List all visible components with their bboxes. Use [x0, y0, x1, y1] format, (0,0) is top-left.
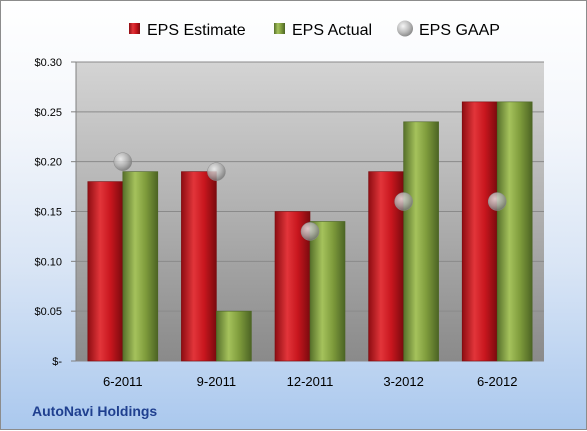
x-tick-label: 3-2012: [383, 374, 423, 389]
marker-eps-gaap: [487, 192, 507, 211]
company-name: AutoNavi Holdings: [32, 403, 158, 419]
x-tick-label: 6-2011: [103, 374, 143, 389]
bar-eps-estimate: [87, 181, 124, 362]
x-tick-label: 6-2012: [477, 374, 517, 389]
legend-eps-estimate-label: EPS Estimate: [147, 22, 246, 39]
legend-eps-estimate-swatch: [129, 23, 140, 34]
y-tick-label: $0.10: [34, 256, 62, 268]
y-tick-label: $0.20: [34, 157, 62, 169]
marker-eps-gaap: [207, 162, 226, 181]
bar-eps-actual: [122, 171, 159, 362]
bar-eps-actual: [496, 101, 533, 362]
y-tick-label: $0.05: [34, 306, 62, 318]
legend-eps-actual-label: EPS Actual: [292, 22, 372, 39]
y-tick-label: $0.15: [34, 207, 62, 219]
legend-eps-gaap-label: EPS GAAP: [419, 22, 500, 39]
marker-eps-gaap: [113, 152, 133, 171]
bar-eps-actual: [309, 221, 346, 362]
bar-eps-actual: [216, 310, 252, 362]
legend-eps-gaap-swatch: [397, 20, 413, 37]
y-tick-label: $0.30: [34, 57, 62, 69]
y-tick-label: $0.25: [34, 107, 62, 119]
marker-eps-gaap: [394, 192, 413, 211]
x-tick-label: 12-2011: [287, 374, 334, 389]
marker-eps-gaap: [300, 222, 320, 241]
bar-eps-estimate: [461, 101, 498, 362]
x-tick-label: 9-2011: [197, 374, 237, 389]
y-tick-label: $-: [52, 356, 62, 368]
bar-eps-actual: [403, 121, 439, 362]
legend-eps-actual-swatch: [274, 23, 285, 34]
bar-eps-estimate: [181, 171, 217, 362]
